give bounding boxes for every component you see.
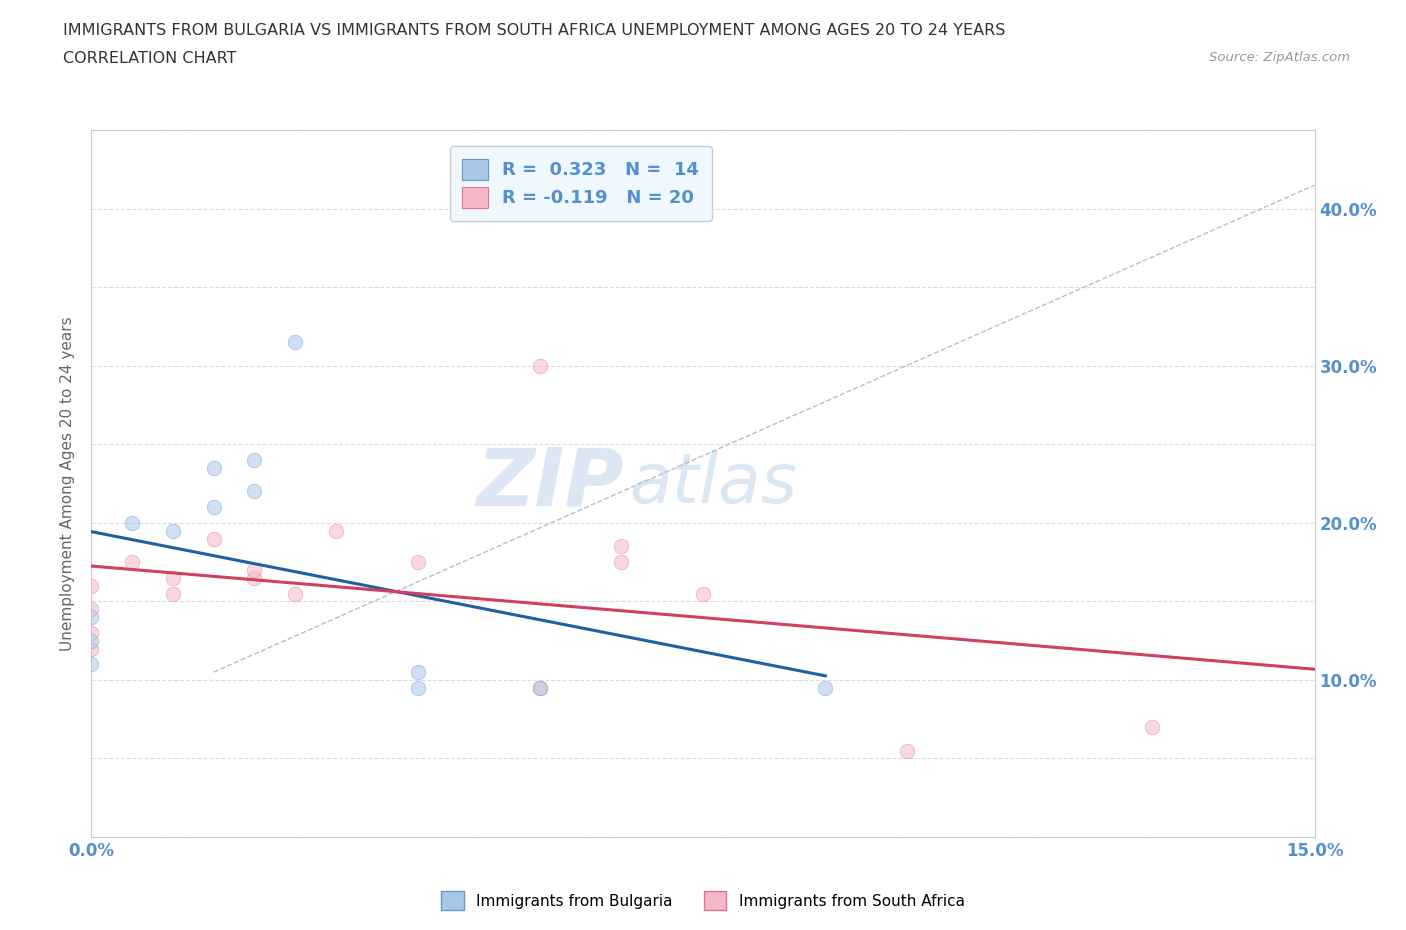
Point (243, 570, 266, 585)
Point (284, 586, 307, 601)
Point (162, 586, 184, 601)
Point (814, 681, 837, 696)
Point (80, 602, 103, 617)
Point (202, 499, 225, 514)
Point (243, 484, 266, 498)
Point (529, 681, 551, 696)
Point (692, 586, 714, 601)
Point (896, 743, 918, 758)
Point (243, 563, 266, 578)
Point (406, 681, 429, 696)
Point (529, 681, 551, 696)
Point (610, 539, 633, 554)
Point (80, 633, 103, 648)
Point (80, 578, 103, 593)
Text: ZIP: ZIP (477, 445, 623, 523)
Point (80, 657, 103, 671)
Point (162, 570, 184, 585)
Point (121, 515, 143, 530)
Point (1140, 720, 1163, 735)
Point (80, 625, 103, 640)
Text: IMMIGRANTS FROM BULGARIA VS IMMIGRANTS FROM SOUTH AFRICA UNEMPLOYMENT AMONG AGES: IMMIGRANTS FROM BULGARIA VS IMMIGRANTS F… (63, 23, 1005, 38)
Point (610, 554, 633, 569)
Point (406, 554, 429, 569)
Point (202, 531, 225, 546)
Legend: R =  0.323   N =  14, R = -0.119   N = 20: R = 0.323 N = 14, R = -0.119 N = 20 (450, 146, 711, 220)
Legend: Immigrants from Bulgaria, Immigrants from South Africa: Immigrants from Bulgaria, Immigrants fro… (433, 884, 973, 918)
Text: CORRELATION CHART: CORRELATION CHART (63, 51, 236, 66)
Point (80, 641, 103, 656)
Text: atlas: atlas (630, 450, 797, 517)
Point (121, 554, 143, 569)
Point (80, 610, 103, 625)
Point (243, 453, 266, 468)
Point (202, 460, 225, 475)
Point (529, 358, 551, 373)
Y-axis label: Unemployment Among Ages 20 to 24 years: Unemployment Among Ages 20 to 24 years (60, 316, 76, 651)
Text: Source: ZipAtlas.com: Source: ZipAtlas.com (1209, 51, 1350, 64)
Point (406, 665, 429, 680)
Point (325, 524, 347, 538)
Point (284, 335, 307, 350)
Point (162, 524, 184, 538)
